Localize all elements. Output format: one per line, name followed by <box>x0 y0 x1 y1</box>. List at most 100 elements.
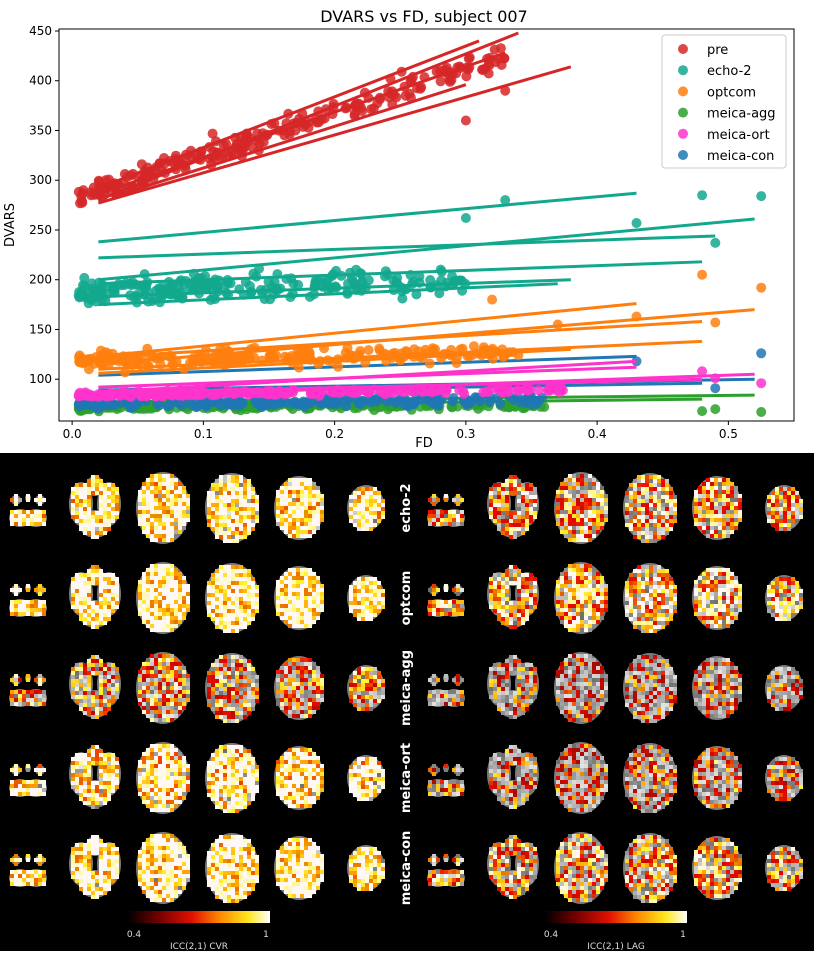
y-axis-label: DVARS <box>3 203 18 247</box>
y-tick-label: 250 <box>29 223 52 237</box>
brain-slice <box>487 745 539 809</box>
brain-slice <box>69 475 121 539</box>
data-point-meica-con <box>154 400 164 410</box>
cvr-colorbar-min: 0.4 <box>127 930 142 940</box>
legend-marker-meica-con <box>678 150 688 160</box>
data-point-pre <box>74 187 84 197</box>
data-point-optcom <box>374 344 384 354</box>
cvr-row-meica-con <box>9 832 385 904</box>
brain-slice <box>427 494 465 527</box>
data-point-pre <box>490 45 500 55</box>
brain-slice <box>136 742 190 814</box>
outlier-point-meica-ort <box>756 378 766 388</box>
brain-slice <box>69 655 121 719</box>
outlier-point-meica-con <box>710 383 720 393</box>
brain-slice <box>347 845 385 891</box>
x-axis-label: FD <box>415 436 433 451</box>
fit-line-pre <box>98 67 571 203</box>
brain-slice <box>487 655 539 719</box>
outlier-point-echo-2 <box>697 190 707 200</box>
data-point-pre <box>405 89 415 99</box>
y-tick-label: 350 <box>29 123 52 137</box>
legend-label-echo-2: echo-2 <box>707 64 752 79</box>
outlier-point-meica-agg <box>710 404 720 414</box>
brain-slice <box>554 652 608 724</box>
outlier-point-optcom <box>710 318 720 328</box>
brain-slice <box>69 745 121 809</box>
data-point-meica-ort <box>459 389 469 399</box>
outlier-point-meica-agg <box>697 406 707 416</box>
legend-marker-meica-ort <box>678 129 688 139</box>
x-tick-label: 0.5 <box>719 427 738 441</box>
x-tick-label: 0.2 <box>325 427 344 441</box>
legend: preecho-2optcommeica-aggmeica-ortmeica-c… <box>662 35 786 168</box>
outlier-point-echo-2 <box>756 191 766 201</box>
brain-slice <box>9 494 47 527</box>
brain-slice <box>205 563 259 633</box>
brain-slice <box>623 743 677 813</box>
row-label-meica-ort: meica-ort <box>399 743 414 813</box>
brain-slice <box>274 746 324 810</box>
lag-colorbar-label: ICC(2,1) LAG <box>587 942 645 951</box>
brain-slice <box>136 562 190 634</box>
brain-slice-grid: echo-2optcommeica-aggmeica-ortmeica-con … <box>0 453 814 951</box>
lag-row-optcom <box>427 562 803 634</box>
outlier-point-optcom <box>697 270 707 280</box>
y-tick-label: 100 <box>29 372 52 386</box>
legend-label-meica-agg: meica-agg <box>707 107 776 122</box>
data-point-meica-ort <box>432 386 442 396</box>
brain-slice <box>427 854 465 887</box>
y-tick-label: 200 <box>29 273 52 287</box>
y-tick-label: 150 <box>29 322 52 336</box>
brain-slice <box>554 562 608 634</box>
data-point-meica-ort <box>525 384 535 394</box>
lag-row-meica-ort <box>427 742 803 814</box>
brain-slice <box>554 742 608 814</box>
brain-slice <box>136 652 190 724</box>
fit-line-pre <box>112 85 466 197</box>
brain-slice <box>136 472 190 544</box>
cvr-row-meica-agg <box>9 652 385 724</box>
brain-slice <box>692 476 742 540</box>
legend-label-meica-ort: meica-ort <box>707 128 770 143</box>
legend-label-optcom: optcom <box>707 85 756 100</box>
brain-slice <box>765 665 803 711</box>
brain-slice <box>427 674 465 707</box>
outlier-point-echo-2 <box>461 213 471 223</box>
row-label-meica-agg: meica-agg <box>399 650 414 726</box>
data-point-meica-con <box>521 394 531 404</box>
y-tick-label: 450 <box>29 24 52 38</box>
data-point-meica-con <box>299 397 309 407</box>
data-point-meica-ort <box>513 385 523 395</box>
data-point-optcom <box>452 358 462 368</box>
legend-marker-optcom <box>678 86 688 96</box>
outlier-point-echo-2 <box>632 218 642 228</box>
brain-slice <box>136 832 190 904</box>
data-point-echo-2 <box>138 282 148 292</box>
cvr-row-optcom <box>9 562 385 634</box>
brain-slice <box>765 755 803 801</box>
brain-slice <box>9 764 47 797</box>
brain-slice <box>765 485 803 531</box>
data-point-meica-con <box>404 399 414 409</box>
brain-slice <box>347 665 385 711</box>
data-point-pre <box>497 60 507 70</box>
lag-row-meica-agg <box>427 652 803 724</box>
brain-slice <box>554 832 608 904</box>
row-label-meica-con: meica-con <box>399 831 414 906</box>
brain-slice <box>274 566 324 630</box>
fit-line-pre <box>98 41 479 188</box>
legend-marker-pre <box>678 44 688 54</box>
lag-row-meica-con <box>427 832 803 904</box>
legend-label-meica-con: meica-con <box>707 149 774 164</box>
data-point-pre <box>477 65 487 75</box>
brain-slice <box>487 475 539 539</box>
data-point-meica-ort <box>499 387 509 397</box>
data-point-echo-2 <box>76 291 86 301</box>
data-point-meica-ort <box>534 385 544 395</box>
lag-colorbar <box>545 911 687 923</box>
brain-slice <box>205 833 259 903</box>
data-point-meica-con <box>276 398 286 408</box>
